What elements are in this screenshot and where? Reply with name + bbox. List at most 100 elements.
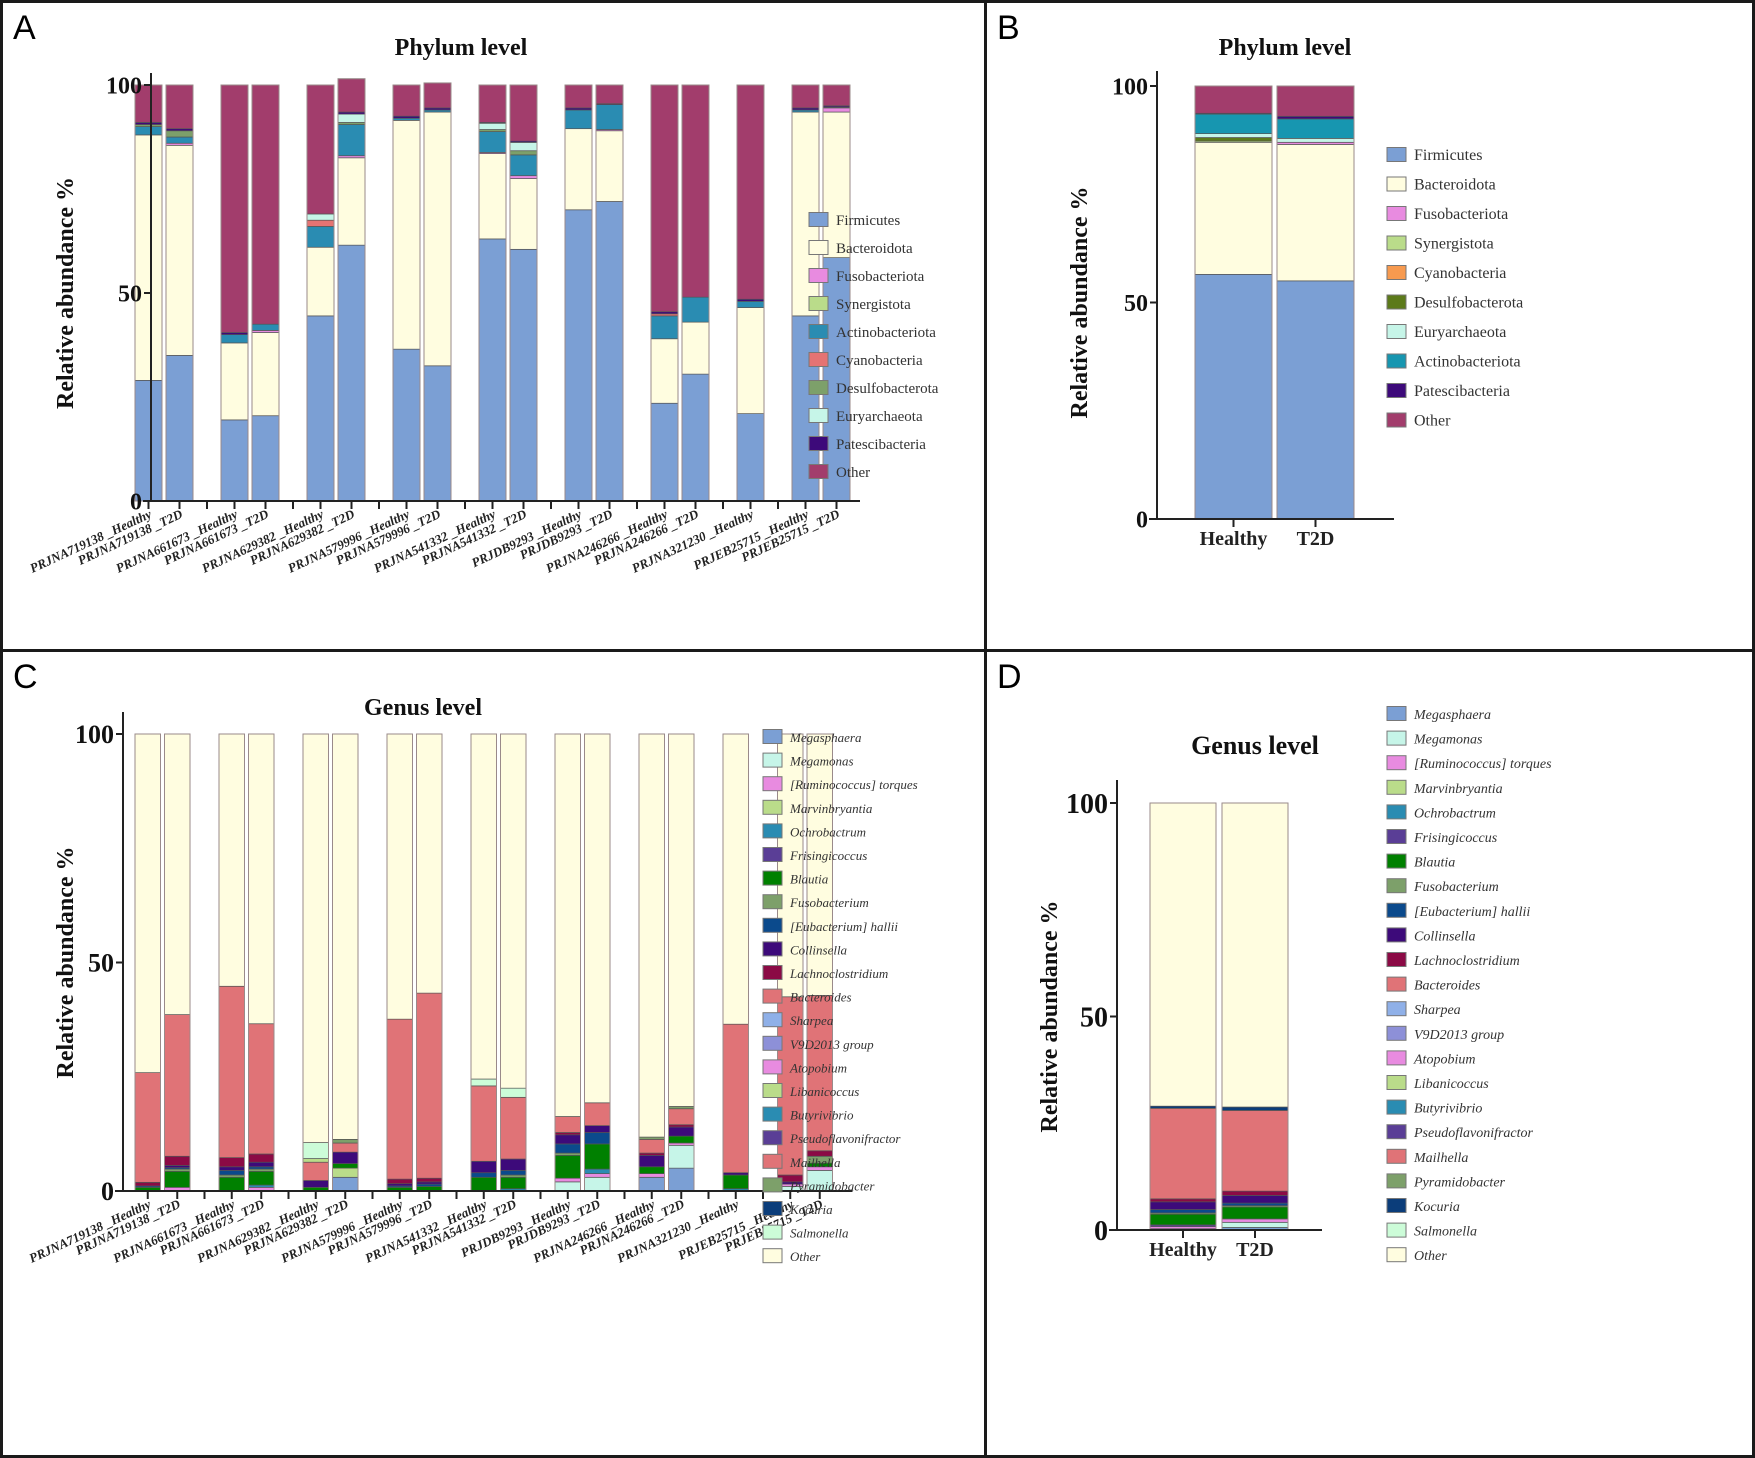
- bar-segment: [134, 380, 163, 502]
- bar-segment: [1194, 133, 1273, 138]
- bar-segment: [736, 413, 765, 502]
- bar-segment: [470, 1160, 497, 1174]
- bar-segment: [392, 84, 421, 117]
- bar-segment: [248, 1023, 275, 1155]
- bar-segment: [1221, 1190, 1289, 1196]
- legend-label: [Eubacterium] hallii: [1414, 905, 1530, 920]
- bar-segment: [722, 1023, 749, 1174]
- legend-swatch: [808, 240, 829, 255]
- bar-segment: [584, 1102, 611, 1126]
- bar-segment: [681, 84, 710, 298]
- legend-label: Kocuria: [789, 1202, 833, 1217]
- legend-label: Butyrivibrio: [1414, 1102, 1482, 1117]
- bar-segment: [251, 415, 280, 502]
- bar-segment: [306, 219, 335, 227]
- bar-segment: [251, 84, 280, 325]
- legend-swatch: [762, 1012, 783, 1028]
- bar-segment: [554, 1181, 581, 1192]
- bar-segment: [302, 1161, 329, 1181]
- bar-segment: [392, 348, 421, 502]
- legend-label: Other: [1414, 413, 1451, 430]
- legend-swatch: [1386, 1198, 1407, 1213]
- legend-label: Actinobacteriota: [836, 325, 936, 341]
- bar-segment: [650, 315, 679, 340]
- legend-label: Kocuria: [1413, 1200, 1460, 1215]
- bar-segment: [1149, 1107, 1217, 1200]
- chart-title: Phylum level: [1219, 35, 1352, 61]
- bar-segment: [595, 104, 624, 130]
- legend-label: Frisingicoccus: [789, 848, 867, 863]
- legend-swatch: [1386, 1124, 1407, 1140]
- legend-swatch: [1386, 265, 1407, 280]
- bar-segment: [822, 107, 851, 113]
- bar-segment: [1221, 1195, 1289, 1204]
- y-tick-label: 50: [88, 949, 114, 978]
- bar-segment: [306, 226, 335, 248]
- legend-label: Actinobacteriota: [1414, 354, 1521, 371]
- bar-segment: [638, 733, 665, 1138]
- bar-segment: [337, 113, 366, 123]
- legend-swatch: [1386, 412, 1407, 428]
- bar-segment: [332, 1167, 359, 1178]
- bar-segment: [1221, 1110, 1289, 1192]
- legend-swatch: [1386, 829, 1407, 844]
- bar-segment: [386, 733, 413, 1020]
- legend-swatch: [1386, 952, 1407, 967]
- y-tick-label: 0: [130, 489, 142, 515]
- bar-segment: [423, 365, 452, 502]
- legend-swatch: [1386, 804, 1407, 820]
- bar-segment: [681, 321, 710, 375]
- bar-segment: [500, 1158, 527, 1171]
- bar-segment: [337, 157, 366, 246]
- bar-segment: [1221, 802, 1289, 1108]
- bar-segment: [1149, 1201, 1217, 1210]
- bar-segment: [220, 84, 249, 333]
- legend-label: Pyramidobacter: [789, 1178, 875, 1193]
- bar-segment: [337, 78, 366, 113]
- bar-segment: [332, 1176, 359, 1192]
- y-tick-label: 50: [118, 281, 142, 307]
- bar-segment: [470, 1176, 497, 1192]
- legend-label: Euryarchaeota: [836, 409, 923, 425]
- bar-segment: [584, 1125, 611, 1133]
- chart-title: Genus level: [364, 695, 482, 721]
- bar-segment: [423, 111, 452, 367]
- legend-label: Cyanobacteria: [836, 353, 923, 369]
- legend-swatch: [1386, 1148, 1407, 1164]
- legend-swatch: [762, 752, 783, 768]
- legend-swatch: [762, 870, 783, 886]
- panel-label: A: [13, 9, 36, 47]
- bar-segment: [1149, 802, 1217, 1107]
- bar-segment: [822, 84, 851, 107]
- y-axis-label: Relative abundance %: [53, 846, 79, 1078]
- bar-segment: [1149, 1209, 1217, 1214]
- legend-swatch: [1386, 294, 1407, 310]
- legend-swatch: [762, 1201, 783, 1216]
- y-tick-label: 0: [1094, 1216, 1108, 1247]
- bar-segment: [584, 1143, 611, 1170]
- bar-segment: [509, 178, 538, 250]
- legend-label: Marvinbryantia: [1413, 782, 1503, 797]
- bar-segment: [650, 84, 679, 313]
- bar-segment: [806, 733, 833, 996]
- bar-segment: [668, 733, 695, 1107]
- legend-label: Other: [790, 1249, 821, 1264]
- bar-segment: [332, 1139, 359, 1144]
- bar-segment: [251, 332, 280, 417]
- bar-segment: [650, 338, 679, 404]
- chart-d: Genus level Relative abundance % 0 50 100 Hea…: [1037, 706, 1552, 1264]
- legend-label: Megamonas: [1413, 733, 1483, 748]
- legend-label: V9D2013 group: [790, 1037, 874, 1052]
- legend-swatch: [1386, 235, 1407, 251]
- legend-label: Patescibacteria: [836, 437, 926, 453]
- legend-label: Sharpea: [790, 1013, 834, 1028]
- legend-label: [Ruminococcus] torques: [1414, 757, 1552, 772]
- y-tick-label: 0: [101, 1177, 114, 1206]
- bar-segment: [681, 296, 710, 323]
- legend-swatch: [762, 894, 783, 910]
- y-tick-label: 100: [106, 73, 142, 99]
- bar-segment: [306, 213, 335, 221]
- bar-segment: [416, 992, 443, 1179]
- legend-swatch: [808, 324, 829, 339]
- bar-segment: [722, 1174, 749, 1190]
